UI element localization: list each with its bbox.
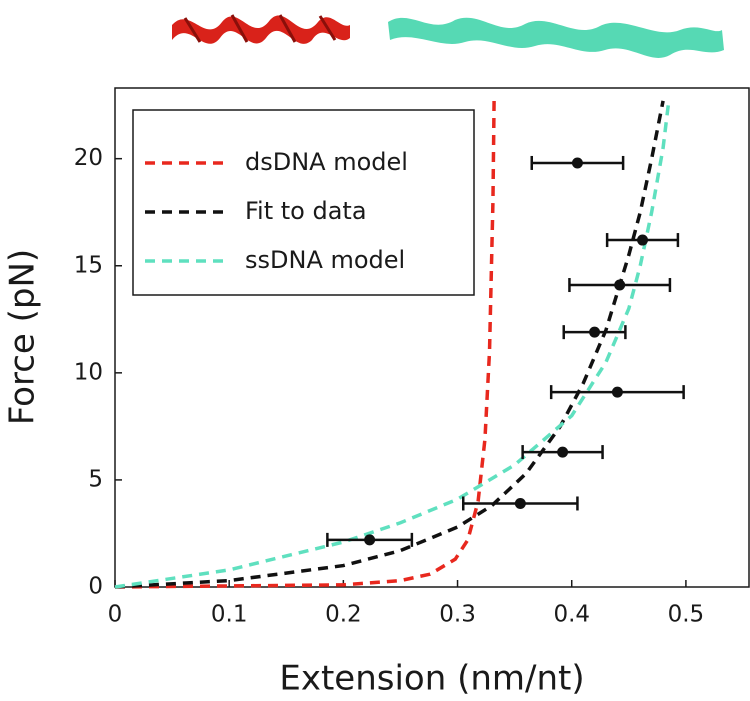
legend-label: dsDNA model (245, 148, 408, 176)
x-tick-label: 0.5 (668, 602, 705, 628)
legend-label: Fit to data (245, 197, 367, 225)
data-point (571, 157, 583, 169)
x-tick-label: 0 (108, 602, 123, 628)
data-point (637, 234, 649, 246)
data-point (364, 534, 376, 546)
model-curve (114, 100, 671, 589)
data-point (611, 386, 623, 398)
dsdna-structure-image (172, 14, 350, 44)
data-point (514, 497, 526, 509)
x-tick-label: 0.2 (325, 602, 362, 628)
legend-box (132, 109, 475, 296)
legend-label: ssDNA model (245, 246, 405, 274)
plot-frame (114, 87, 750, 588)
data-point (589, 326, 601, 338)
y-tick-label: 0 (88, 574, 103, 600)
y-tick-label: 20 (74, 145, 103, 171)
x-axis-label: Extension (nm/nt) (279, 659, 584, 699)
y-tick-label: 15 (74, 252, 103, 278)
y-tick-label: 5 (88, 466, 103, 492)
x-tick-label: 0.4 (553, 602, 590, 628)
x-tick-label: 0.1 (211, 602, 248, 628)
data-point (614, 279, 626, 291)
model-curve (114, 100, 665, 589)
x-tick-label: 0.3 (439, 602, 476, 628)
ssdna-structure-image (388, 17, 724, 58)
data-point (557, 446, 569, 458)
y-axis-label: Force (pN) (3, 249, 43, 425)
y-tick-label: 10 (74, 359, 103, 385)
